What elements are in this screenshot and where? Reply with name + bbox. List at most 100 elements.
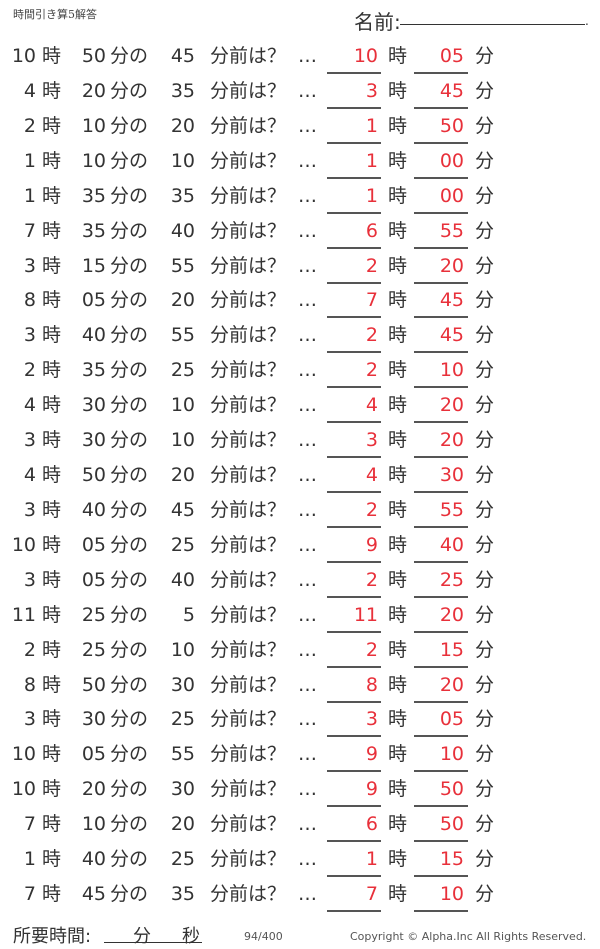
problem-delta: 25 [170, 533, 195, 556]
min-no-label: 分の [110, 813, 149, 836]
problem-minute: 10 [81, 149, 106, 172]
minute-label: 分 [475, 813, 495, 836]
answer-hour: 3 [365, 79, 378, 102]
answer-minute-underline[interactable] [414, 281, 468, 284]
problem-delta: 10 [170, 429, 195, 452]
answer-hour-underline[interactable] [327, 560, 381, 563]
answer-minute-underline[interactable] [414, 875, 468, 878]
answer-minute-underline[interactable] [414, 770, 468, 773]
answer-hour-underline[interactable] [327, 386, 381, 389]
answer-hour-underline[interactable] [327, 211, 381, 214]
problem-delta: 25 [170, 848, 195, 871]
problem-hour: 2 [23, 638, 36, 661]
minute-label: 分 [475, 429, 495, 452]
answer-minute-underline[interactable] [414, 246, 468, 249]
answer-hour-underline[interactable] [327, 875, 381, 878]
answer-hour-underline[interactable] [327, 805, 381, 808]
answer-hour-underline[interactable] [327, 106, 381, 109]
answer-hour-underline[interactable] [327, 176, 381, 179]
hour-label: 時 [42, 638, 62, 661]
before-label: 分前は？ [210, 778, 287, 801]
answer-minute: 45 [439, 324, 464, 347]
min-no-label: 分の [110, 429, 149, 452]
answer-minute-underline[interactable] [414, 910, 468, 913]
problem-delta: 30 [170, 673, 195, 696]
answer-hour-underline[interactable] [327, 630, 381, 633]
problem-hour: 10 [11, 778, 36, 801]
hour-label: 時 [388, 149, 408, 172]
name-field-line[interactable] [400, 24, 585, 25]
name-label: 名前: [354, 10, 401, 34]
answer-hour-underline[interactable] [327, 491, 381, 494]
answer-hour-underline[interactable] [327, 72, 381, 74]
minute-label: 分 [475, 778, 495, 801]
answer-minute-underline[interactable] [414, 665, 468, 668]
problem-delta: 20 [170, 289, 195, 312]
problem-row: 2 時 35 分の 25 分前は？… 2 時 10 分 [0, 355, 600, 389]
answer-hour-underline[interactable] [327, 351, 381, 354]
dots: … [298, 498, 317, 521]
answer-hour: 7 [365, 883, 378, 906]
problem-row: 8 時 05 分の 20 分前は？… 7 時 45 分 [0, 285, 600, 319]
problem-minute: 40 [81, 498, 106, 521]
answer-hour-underline[interactable] [327, 735, 381, 738]
before-label: 分前は？ [210, 743, 287, 766]
answer-hour: 10 [353, 45, 378, 67]
answer-hour-underline[interactable] [327, 595, 381, 598]
answer-minute-underline[interactable] [414, 805, 468, 808]
answer-minute-underline[interactable] [414, 351, 468, 354]
answer-minute-underline[interactable] [414, 840, 468, 843]
answer-minute-underline[interactable] [414, 106, 468, 109]
hour-label: 時 [42, 394, 62, 417]
answer-hour-underline[interactable] [327, 770, 381, 773]
before-label: 分前は？ [210, 848, 287, 871]
answer-hour-underline[interactable] [327, 421, 381, 424]
answer-minute-underline[interactable] [414, 595, 468, 598]
answer-hour-underline[interactable] [327, 665, 381, 668]
hour-label: 時 [388, 568, 408, 591]
answer-hour-underline[interactable] [327, 840, 381, 843]
hour-label: 時 [388, 638, 408, 661]
answer-hour-underline[interactable] [327, 316, 381, 319]
answer-minute-underline[interactable] [414, 700, 468, 703]
before-label: 分前は？ [210, 359, 287, 382]
min-no-label: 分の [110, 149, 149, 172]
answer-hour-underline[interactable] [327, 141, 381, 144]
dots: … [298, 79, 317, 102]
answer-minute-underline[interactable] [414, 211, 468, 214]
answer-minute-underline[interactable] [414, 421, 468, 424]
problem-hour: 10 [11, 743, 36, 766]
answer-hour-underline[interactable] [327, 456, 381, 459]
hour-label: 時 [42, 568, 62, 591]
hour-label: 時 [388, 673, 408, 696]
answer-minute-underline[interactable] [414, 386, 468, 389]
min-no-label: 分の [110, 533, 149, 556]
answer-minute-underline[interactable] [414, 176, 468, 179]
answer-minute-underline[interactable] [414, 630, 468, 633]
answer-minute-underline[interactable] [414, 560, 468, 563]
name-end-mark: . [585, 14, 589, 28]
hour-label: 時 [42, 254, 62, 277]
time-field-line[interactable] [104, 942, 202, 943]
answer-minute-underline[interactable] [414, 72, 468, 74]
answer-hour-underline[interactable] [327, 246, 381, 249]
answer-hour-underline[interactable] [327, 700, 381, 703]
answer-hour-underline[interactable] [327, 281, 381, 284]
answer-hour: 4 [365, 464, 378, 487]
answer-minute-underline[interactable] [414, 456, 468, 459]
answer-minute-underline[interactable] [414, 316, 468, 319]
min-no-label: 分の [110, 324, 149, 347]
answer-hour-underline[interactable] [327, 910, 381, 913]
before-label: 分前は？ [210, 149, 287, 172]
problem-row: 10 時 50 分の 45 分前は？ … 10 時 05 分 [0, 41, 600, 74]
before-label: 分前は？ [210, 79, 287, 102]
answer-hour-underline[interactable] [327, 525, 381, 528]
dots: … [298, 149, 317, 172]
min-no-label: 分の [110, 289, 149, 312]
answer-minute-underline[interactable] [414, 491, 468, 494]
answer-minute-underline[interactable] [414, 735, 468, 738]
answer-minute-underline[interactable] [414, 141, 468, 144]
before-label: 分前は？ [210, 394, 287, 417]
hour-label: 時 [388, 813, 408, 836]
answer-minute-underline[interactable] [414, 525, 468, 528]
